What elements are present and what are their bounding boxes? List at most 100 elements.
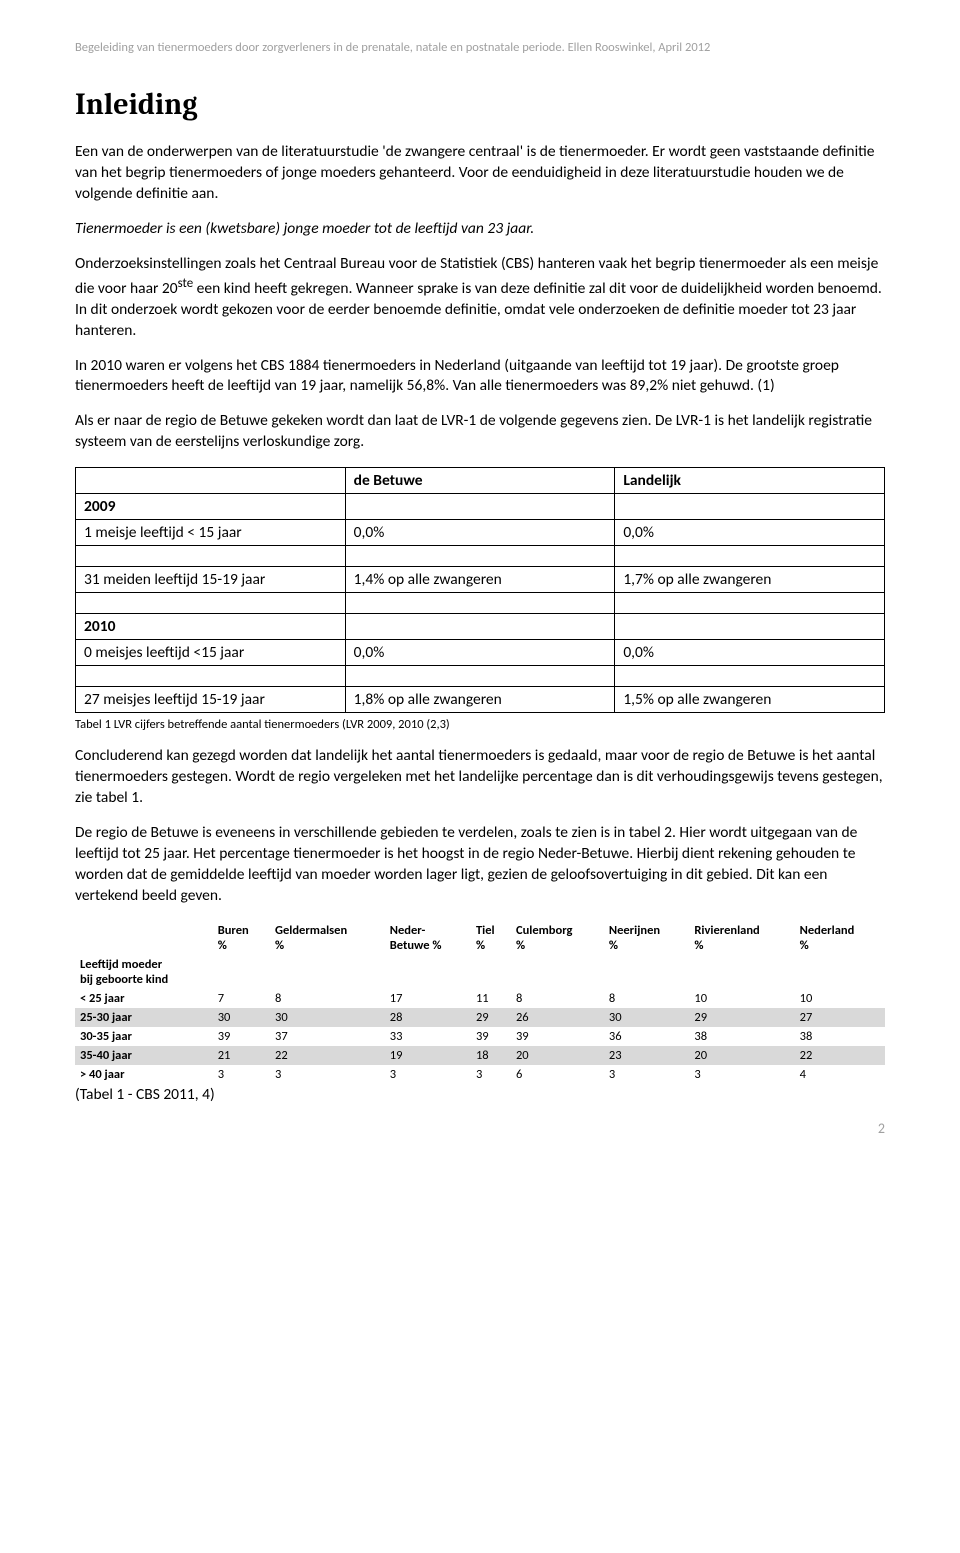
table-cell: 17 — [385, 989, 471, 1008]
table-row: 0 meisjes leeftijd <15 jaar 0,0% 0,0% — [76, 640, 885, 666]
table-cell: 8 — [511, 989, 604, 1008]
table-cell: 36 — [604, 1027, 690, 1046]
table-cell: 21 — [213, 1046, 270, 1065]
table-cell: 10 — [795, 989, 885, 1008]
table-row: 2009 — [76, 494, 885, 520]
paragraph: Als er naar de regio de Betuwe gekeken w… — [75, 411, 885, 453]
table-cell: 30 — [213, 1008, 270, 1027]
text-run: een kind heeft gekregen. Wanneer sprake … — [75, 279, 882, 340]
paragraph: Concluderend kan gezegd worden dat lande… — [75, 746, 885, 809]
column-header: Culemborg% — [511, 921, 604, 955]
table-cell: 0,0% — [615, 520, 885, 546]
paragraph: Een van de onderwerpen van de literatuur… — [75, 142, 885, 205]
table-cell: 39 — [213, 1027, 270, 1046]
row-label: > 40 jaar — [75, 1065, 213, 1084]
column-header: de Betuwe — [345, 468, 615, 494]
table-row: 31 meiden leeftijd 15-19 jaar 1,4% op al… — [76, 567, 885, 593]
page-number: 2 — [75, 1120, 885, 1137]
table-row: > 40 jaar33336334 — [75, 1065, 885, 1084]
table-cell: 20 — [689, 1046, 794, 1065]
table-cell: 29 — [689, 1008, 794, 1027]
row-group-label: Leeftijd moederbij geboorte kind — [75, 955, 885, 989]
table-cell: 39 — [471, 1027, 511, 1046]
year-cell: 2010 — [76, 614, 346, 640]
table-cell: 1,4% op alle zwangeren — [345, 567, 615, 593]
table-cell: 31 meiden leeftijd 15-19 jaar — [76, 567, 346, 593]
table-cell: 3 — [213, 1065, 270, 1084]
table-cell: 3 — [385, 1065, 471, 1084]
table-cell: 3 — [689, 1065, 794, 1084]
row-label: < 25 jaar — [75, 989, 213, 1008]
table-row: 1 meisje leeftijd < 15 jaar 0,0% 0,0% — [76, 520, 885, 546]
table-row: 30-35 jaar3937333939363838 — [75, 1027, 885, 1046]
table-cell: 29 — [471, 1008, 511, 1027]
column-header: Rivierenland% — [689, 921, 794, 955]
table-cell: 1 meisje leeftijd < 15 jaar — [76, 520, 346, 546]
table-cell: 30 — [270, 1008, 385, 1027]
table-row — [76, 546, 885, 567]
table-cell: 0,0% — [345, 640, 615, 666]
table-caption: Tabel 1 LVR cijfers betreffende aantal t… — [75, 717, 885, 732]
column-header: Tiel% — [471, 921, 511, 955]
table-cell: 38 — [689, 1027, 794, 1046]
table-cell: 0 meisjes leeftijd <15 jaar — [76, 640, 346, 666]
definition-paragraph: Tienermoeder is een (kwetsbare) jonge mo… — [75, 219, 885, 240]
table-cell: 3 — [471, 1065, 511, 1084]
table-row — [76, 593, 885, 614]
table-cell: 23 — [604, 1046, 690, 1065]
paragraph: De regio de Betuwe is eveneens in versch… — [75, 823, 885, 907]
column-header: Neder-Betuwe % — [385, 921, 471, 955]
row-label: 30-35 jaar — [75, 1027, 213, 1046]
table-cell: 6 — [511, 1065, 604, 1084]
table-cell: 38 — [795, 1027, 885, 1046]
table-cell: 27 — [795, 1008, 885, 1027]
table-cell: 37 — [270, 1027, 385, 1046]
table-cell: 22 — [795, 1046, 885, 1065]
regio-table: Buren% Geldermalsen% Neder-Betuwe % Tiel… — [75, 921, 885, 1084]
paragraph: Onderzoeksinstellingen zoals het Centraa… — [75, 254, 885, 342]
table-cell: 0,0% — [615, 640, 885, 666]
table-row: 35-40 jaar2122191820232022 — [75, 1046, 885, 1065]
row-label: 25-30 jaar — [75, 1008, 213, 1027]
table-cell: 1,7% op alle zwangeren — [615, 567, 885, 593]
table-row: 27 meisjes leeftijd 15-19 jaar 1,8% op a… — [76, 687, 885, 713]
table-source: (Tabel 1 - CBS 2011, 4) — [75, 1085, 885, 1104]
table-cell: 27 meisjes leeftijd 15-19 jaar — [76, 687, 346, 713]
table-cell: 22 — [270, 1046, 385, 1065]
table-cell: 11 — [471, 989, 511, 1008]
table-cell: 20 — [511, 1046, 604, 1065]
table-row: < 25 jaar781711881010 — [75, 989, 885, 1008]
table-row: Leeftijd moederbij geboorte kind — [75, 955, 885, 989]
table-cell: 3 — [270, 1065, 385, 1084]
table-cell: 19 — [385, 1046, 471, 1065]
column-header: Buren% — [213, 921, 270, 955]
table-row — [76, 666, 885, 687]
table-cell: 7 — [213, 989, 270, 1008]
table-cell: 39 — [511, 1027, 604, 1046]
table-row: Buren% Geldermalsen% Neder-Betuwe % Tiel… — [75, 921, 885, 955]
table-cell: 33 — [385, 1027, 471, 1046]
table-cell: 28 — [385, 1008, 471, 1027]
column-header: Geldermalsen% — [270, 921, 385, 955]
lvr-table: de Betuwe Landelijk 2009 1 meisje leefti… — [75, 467, 885, 713]
column-header: Landelijk — [615, 468, 885, 494]
row-label: 35-40 jaar — [75, 1046, 213, 1065]
table-row: 25-30 jaar3030282926302927 — [75, 1008, 885, 1027]
superscript: ste — [178, 276, 194, 291]
table-cell: 8 — [604, 989, 690, 1008]
table-cell: 8 — [270, 989, 385, 1008]
table-row: 2010 — [76, 614, 885, 640]
table-cell: 26 — [511, 1008, 604, 1027]
table-cell: 1,8% op alle zwangeren — [345, 687, 615, 713]
table-row: de Betuwe Landelijk — [76, 468, 885, 494]
year-cell: 2009 — [76, 494, 346, 520]
column-header: Neerijnen% — [604, 921, 690, 955]
running-header: Begeleiding van tienermoeders door zorgv… — [75, 40, 885, 55]
table-cell: 0,0% — [345, 520, 615, 546]
table-cell: 3 — [604, 1065, 690, 1084]
table-cell: 30 — [604, 1008, 690, 1027]
table-cell: 10 — [689, 989, 794, 1008]
table-cell: 4 — [795, 1065, 885, 1084]
table-cell: 1,5% op alle zwangeren — [615, 687, 885, 713]
page-title: Inleiding — [75, 87, 885, 122]
